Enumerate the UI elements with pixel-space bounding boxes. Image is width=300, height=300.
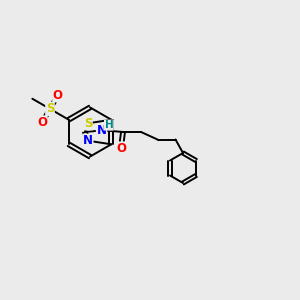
Text: N: N <box>96 124 106 137</box>
Text: S: S <box>46 102 54 116</box>
Text: S: S <box>84 117 92 130</box>
Text: O: O <box>37 116 47 129</box>
Text: O: O <box>53 89 63 102</box>
Text: H: H <box>104 120 113 130</box>
Text: N: N <box>83 134 93 147</box>
Text: O: O <box>116 142 127 155</box>
